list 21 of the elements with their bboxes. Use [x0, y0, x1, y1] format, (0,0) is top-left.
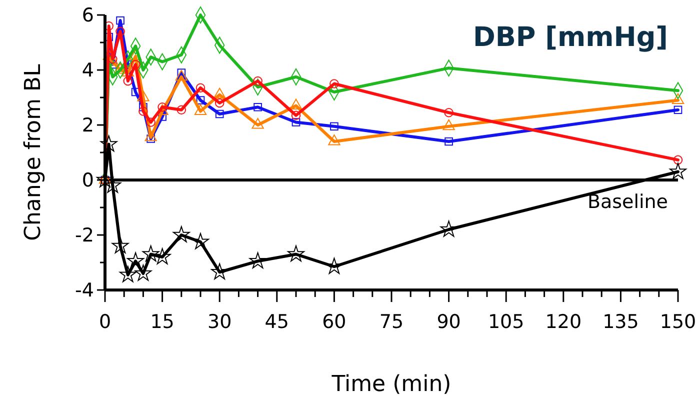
x-tick-label: 30 — [208, 311, 232, 333]
x-axis-title: Time (min) — [330, 372, 452, 397]
x-tick-label: 120 — [545, 311, 582, 333]
x-tick-label: 150 — [660, 311, 696, 333]
x-tick-label: 60 — [322, 311, 346, 333]
ref-line-label: Baseline — [587, 191, 668, 213]
x-tick-label: 90 — [436, 311, 461, 333]
chart-title: DBP [mmHg] — [472, 22, 668, 53]
y-tick-label: 4 — [82, 60, 94, 82]
x-tick-label: 135 — [602, 311, 639, 333]
y-tick-label: -4 — [75, 280, 94, 302]
x-tick-label: 45 — [264, 311, 289, 333]
y-tick-label: 0 — [82, 170, 94, 192]
y-tick-label: -2 — [75, 224, 94, 247]
x-tick-label: 105 — [488, 311, 524, 333]
y-axis-title: Change from BL — [21, 63, 46, 241]
x-tick-label: 75 — [379, 311, 404, 333]
x-tick-label: 0 — [98, 311, 112, 333]
y-tick-label: 2 — [82, 114, 94, 137]
y-tick-label: 6 — [82, 4, 94, 27]
x-tick-label: 15 — [150, 311, 174, 333]
